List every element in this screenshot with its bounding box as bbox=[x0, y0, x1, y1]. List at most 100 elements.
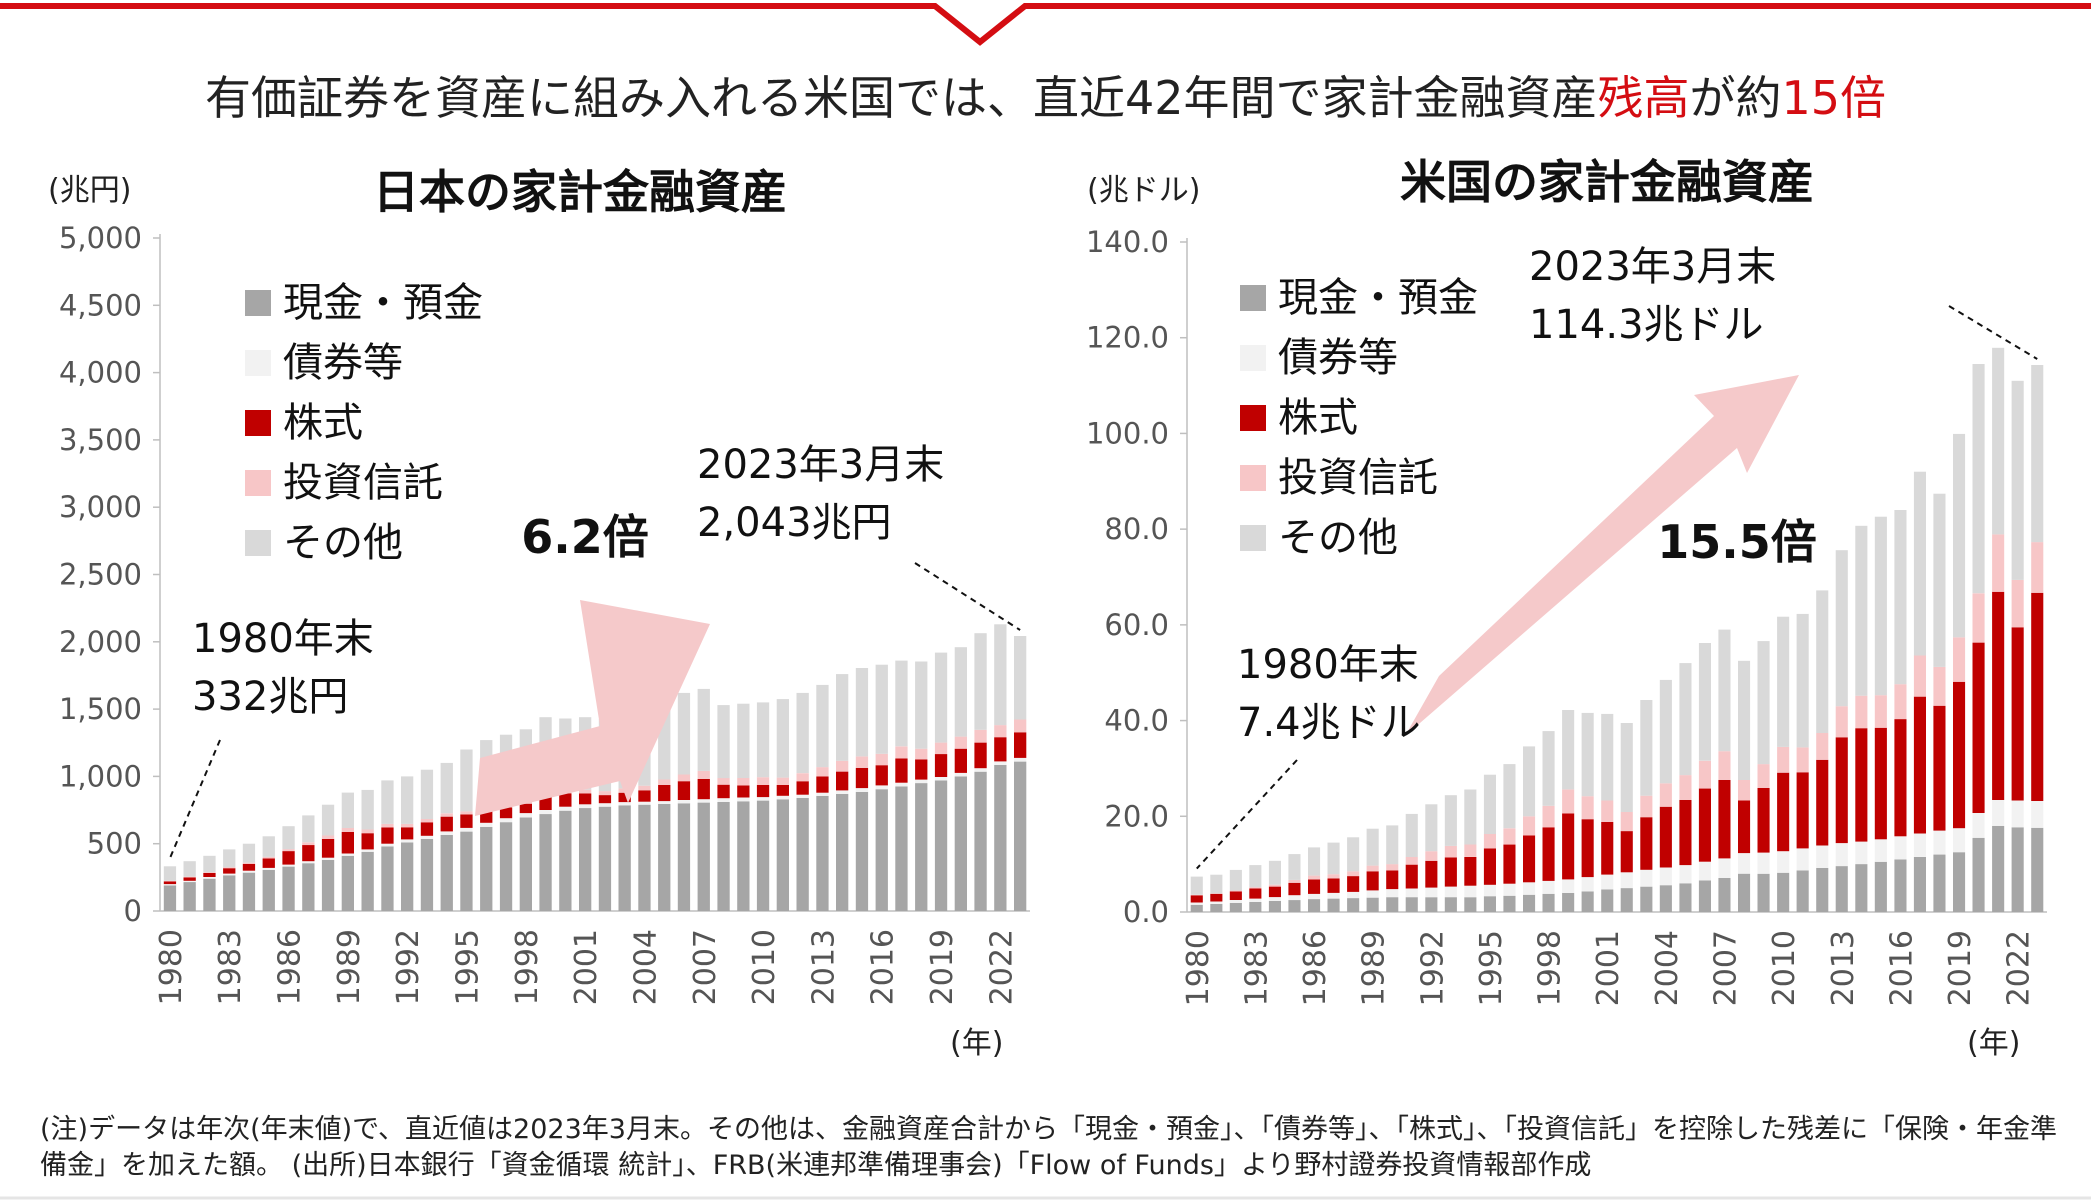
jp-bar-cash bbox=[223, 875, 236, 911]
us-bar-other bbox=[1933, 493, 1946, 667]
jp-bar-stocks bbox=[579, 793, 592, 805]
jp-bar-trusts bbox=[717, 778, 730, 785]
jp-y-tick-label: 1,000 bbox=[59, 759, 142, 793]
us-bar-stocks bbox=[1347, 876, 1360, 892]
us-bar-stocks bbox=[1972, 642, 1985, 813]
us-bar-cash bbox=[1327, 898, 1340, 912]
us-bar-trusts bbox=[1679, 775, 1692, 800]
jp-start-leader-line bbox=[168, 739, 221, 859]
jp-x-tick-label: 2013 bbox=[806, 929, 841, 1005]
jp-bar-bonds bbox=[915, 779, 928, 784]
us-bar-stocks bbox=[1894, 719, 1907, 837]
jp-end-annotation-date: 2023年3月末 bbox=[697, 442, 944, 488]
us-bar-stocks bbox=[1835, 737, 1848, 844]
us-y-tick-label: 120.0 bbox=[1086, 321, 1169, 355]
jp-bar-trusts bbox=[994, 725, 1007, 738]
jp-x-tick-label: 2001 bbox=[569, 929, 604, 1005]
us-bar-bonds bbox=[1679, 865, 1692, 884]
jp-bar-bonds bbox=[361, 849, 374, 852]
us-bar-bonds bbox=[1210, 901, 1223, 904]
us-start-leader-line bbox=[1196, 759, 1298, 870]
us-bar-other bbox=[1249, 865, 1262, 888]
us-x-tick-label: 2019 bbox=[1943, 930, 1978, 1006]
jp-y-tick-label: 2,500 bbox=[59, 558, 142, 592]
jp-bar-cash bbox=[776, 799, 789, 911]
jp-bar-bonds bbox=[420, 835, 434, 839]
jp-bar-cash bbox=[579, 808, 592, 911]
us-bar-trusts bbox=[1855, 695, 1868, 729]
jp-x-tick-label: 2019 bbox=[925, 929, 960, 1005]
us-bar-cash bbox=[1444, 897, 1457, 912]
jp-bar-bonds bbox=[203, 877, 216, 879]
jp-bar-trusts bbox=[895, 746, 908, 759]
jp-bar-trusts bbox=[223, 867, 236, 869]
us-end-annotation-date: 2023年3月末 bbox=[1529, 244, 1776, 290]
jp-bar-stocks bbox=[519, 803, 532, 814]
headline: 有価証券を資産に組み入れる米国では、直近42年間で家計金融資産残高が約15倍 bbox=[0, 62, 2091, 128]
us-bar-cash bbox=[1796, 870, 1809, 912]
jp-bar-cash bbox=[895, 786, 908, 911]
us-bar-bonds bbox=[1562, 879, 1575, 893]
us-bar-bonds bbox=[1933, 830, 1946, 855]
us-x-tick-label: 2010 bbox=[1767, 930, 1802, 1006]
jp-bar-bonds bbox=[855, 788, 869, 792]
jp-bar-bonds bbox=[302, 861, 315, 864]
us-multiplier-label: 15.5倍 bbox=[1657, 515, 1817, 569]
jp-bar-other bbox=[895, 660, 908, 747]
us-bar-other bbox=[1640, 700, 1653, 796]
jp-bar-trusts bbox=[677, 774, 691, 782]
us-bar-bonds bbox=[1913, 833, 1926, 857]
jp-x-unit-label: (年) bbox=[950, 1026, 1003, 1061]
us-bar-cash bbox=[1972, 837, 1985, 912]
jp-bar-bonds bbox=[242, 870, 256, 873]
jp-bar-trusts bbox=[934, 742, 948, 754]
jp-x-tick-label: 2004 bbox=[628, 929, 663, 1005]
us-bar-trusts bbox=[1386, 864, 1399, 871]
us-x-tick-label: 1983 bbox=[1239, 930, 1274, 1006]
jp-bar-cash bbox=[321, 859, 335, 911]
us-bar-stocks bbox=[1386, 870, 1399, 890]
us-bar-stocks bbox=[1777, 772, 1790, 852]
us-bar-stocks bbox=[1601, 822, 1614, 875]
us-bar-trusts bbox=[2031, 542, 2044, 593]
us-bar-cash bbox=[1268, 901, 1281, 912]
us-bar-bonds bbox=[1757, 852, 1770, 874]
us-legend-swatch-trusts bbox=[1240, 465, 1266, 491]
jp-bar-other bbox=[460, 749, 473, 812]
us-bar-stocks bbox=[1464, 857, 1477, 886]
us-bar-other bbox=[1913, 471, 1926, 656]
us-legend-label: 債券等 bbox=[1278, 335, 1398, 381]
us-y-tick-label: 20.0 bbox=[1104, 799, 1169, 833]
jp-bar-other bbox=[677, 692, 691, 775]
us-growth-arrow bbox=[1405, 375, 1799, 736]
jp-bar-cash bbox=[915, 783, 928, 911]
us-bar-stocks bbox=[1874, 727, 1887, 840]
us-bar-other bbox=[1268, 860, 1281, 885]
jp-bar-trusts bbox=[658, 779, 671, 785]
jp-bar-bonds bbox=[183, 880, 196, 882]
jp-bar-trusts bbox=[796, 773, 809, 782]
us-bar-cash bbox=[2011, 827, 2024, 912]
us-bar-cash bbox=[1581, 891, 1594, 912]
jp-y-tick-label: 500 bbox=[87, 827, 142, 861]
jp-bar-trusts bbox=[638, 785, 651, 791]
us-bar-other bbox=[1288, 854, 1301, 880]
us-bar-cash bbox=[1523, 894, 1536, 912]
jp-bar-bonds bbox=[163, 884, 177, 886]
us-bar-cash bbox=[1933, 854, 1946, 912]
jp-bar-cash bbox=[737, 801, 750, 911]
us-bar-bonds bbox=[1620, 872, 1633, 889]
us-bar-stocks bbox=[1308, 879, 1321, 894]
us-bar-trusts bbox=[1659, 783, 1672, 807]
us-bar-cash bbox=[1953, 852, 1966, 912]
jp-bar-other bbox=[915, 661, 928, 749]
jp-bar-cash bbox=[539, 814, 552, 911]
jp-bar-bonds bbox=[836, 790, 849, 794]
us-bar-trusts bbox=[1718, 751, 1731, 780]
jp-bar-trusts bbox=[1014, 719, 1027, 733]
jp-bar-stocks bbox=[499, 807, 513, 819]
us-bar-cash bbox=[1874, 861, 1887, 913]
us-legend-label: 投資信託 bbox=[1278, 455, 1438, 501]
jp-bar-trusts bbox=[341, 828, 354, 832]
jp-legend-label: 債券等 bbox=[283, 340, 403, 386]
